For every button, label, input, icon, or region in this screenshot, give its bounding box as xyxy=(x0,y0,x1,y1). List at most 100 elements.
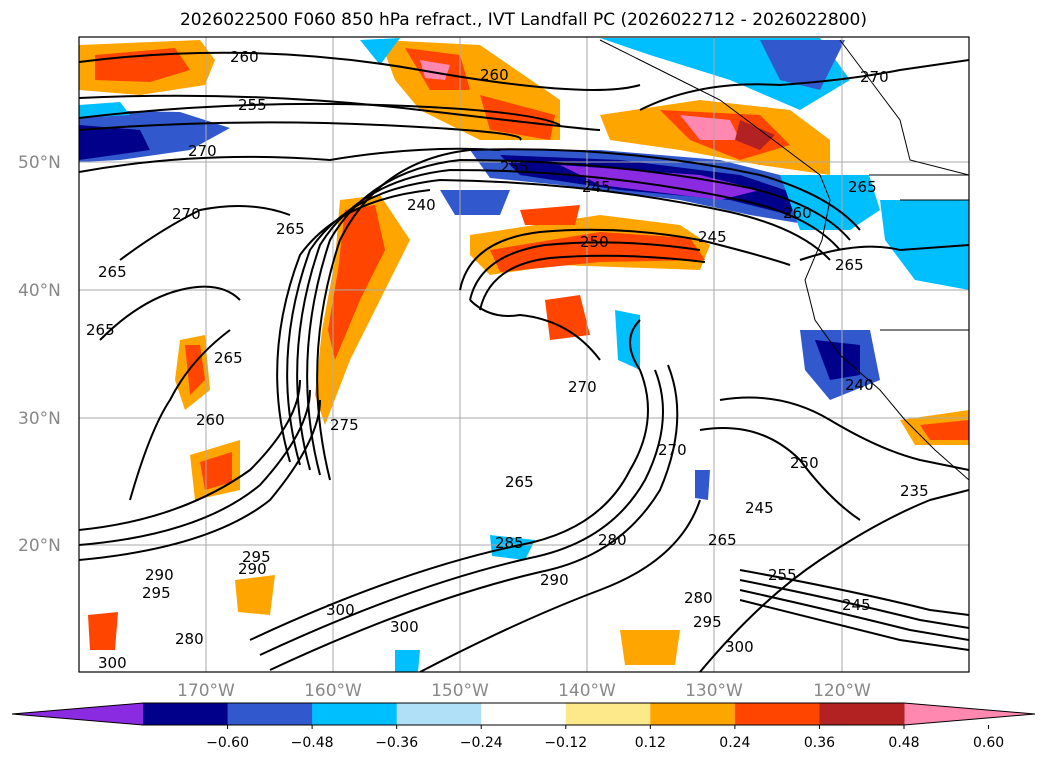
colorbar-tick-label: 0.36 xyxy=(804,735,835,751)
colorbar-tick-label: −0.24 xyxy=(460,735,503,751)
contour-label: 250 xyxy=(790,454,819,472)
lat-label: 30°N xyxy=(18,409,61,429)
contour-label: 280 xyxy=(684,589,713,607)
shade-patch xyxy=(615,310,640,370)
colorbar-segment xyxy=(227,703,313,725)
contour-label: 275 xyxy=(330,416,359,434)
lon-label: 130°W xyxy=(685,681,743,701)
contour-label: 245 xyxy=(842,596,871,614)
shade-patch xyxy=(560,165,760,200)
contour-label: 265 xyxy=(98,263,127,281)
contour-label: 265 xyxy=(708,531,737,549)
map-title: 2026022500 F060 850 hPa refract., IVT La… xyxy=(179,10,867,30)
lat-label: 50°N xyxy=(18,153,61,173)
lat-label: 20°N xyxy=(18,536,61,556)
colorbar-segment xyxy=(481,703,567,725)
shade-patch xyxy=(360,38,400,65)
contour-label: 250 xyxy=(580,233,609,251)
contour-label: 270 xyxy=(188,142,217,160)
lat-label: 40°N xyxy=(18,281,61,301)
shade-patch xyxy=(79,125,150,160)
colorbar-segment xyxy=(819,703,905,725)
shade-patch xyxy=(920,420,969,440)
contour-label: 260 xyxy=(480,66,509,84)
colorbar-outline xyxy=(11,702,1036,726)
colorbar-extend-high xyxy=(904,703,1035,725)
contour-label: 255 xyxy=(238,96,267,114)
colorbar-segment xyxy=(396,703,482,725)
contour-label: 265 xyxy=(214,349,243,367)
lon-axis-labels: 170°W 160°W 150°W 140°W 130°W 120°W xyxy=(177,681,871,701)
contour-label: 245 xyxy=(582,178,611,196)
contour-label: 265 xyxy=(86,321,115,339)
contour-label: 290 xyxy=(540,571,569,589)
colorbar-segment xyxy=(565,703,651,725)
contour-label: 270 xyxy=(568,378,597,396)
contour-label: 245 xyxy=(745,499,774,517)
contour-label: 265 xyxy=(505,473,534,491)
contour-label: 270 xyxy=(172,205,201,223)
shade-patch xyxy=(480,95,555,140)
shade-patch xyxy=(760,40,845,90)
shade-patch xyxy=(545,295,590,340)
colorbar-tick-label: −0.12 xyxy=(544,735,587,751)
shade-patch xyxy=(235,575,275,615)
shade-patch xyxy=(88,612,118,650)
colorbar-extend-low xyxy=(12,703,143,725)
contour-label: 295 xyxy=(142,584,171,602)
colorbar: −0.60 −0.48 −0.36 −0.24 −0.12 0.12 0.24 0.36 0.4… xyxy=(11,702,1036,751)
shade-patch xyxy=(200,452,232,490)
shade-patch xyxy=(520,205,580,225)
shade-patch xyxy=(680,115,740,140)
contour-label: 260 xyxy=(230,48,259,66)
contour-label: 270 xyxy=(658,441,687,459)
map-frame xyxy=(78,36,970,673)
colorbar-tick-label: 0.24 xyxy=(719,735,750,751)
contour-label: 280 xyxy=(175,630,204,648)
shade-patch xyxy=(395,650,420,672)
lat-axis-labels: 50°N 40°N 30°N 20°N xyxy=(18,153,61,556)
shade-patch xyxy=(695,470,710,500)
contour-label: 295 xyxy=(693,613,722,631)
contour-label: 265 xyxy=(835,256,864,274)
contour-label: 265 xyxy=(276,220,305,238)
contour-label-group: 260 255 270 260 270 265 240 255 245 250 … xyxy=(86,48,929,672)
lon-label: 140°W xyxy=(558,681,616,701)
colorbar-tick-label: 0.48 xyxy=(888,735,919,751)
shade-patch xyxy=(735,120,775,150)
colorbar-segment xyxy=(312,703,398,725)
contour-label: 300 xyxy=(98,654,127,672)
shade-patch xyxy=(95,48,190,82)
lon-label: 160°W xyxy=(304,681,362,701)
contour-label: 295 xyxy=(242,548,271,566)
contour-label: 255 xyxy=(768,566,797,584)
shade-patch xyxy=(620,630,680,665)
lon-label: 170°W xyxy=(177,681,235,701)
contour-label: 235 xyxy=(900,482,929,500)
contour-lines xyxy=(79,51,969,672)
colorbar-tick-label: −0.36 xyxy=(375,735,418,751)
lon-label: 150°W xyxy=(431,681,489,701)
shade-patch xyxy=(315,195,410,425)
contour-label: 270 xyxy=(860,68,889,86)
contour-label: 260 xyxy=(783,204,812,222)
contour-label: 285 xyxy=(495,534,524,552)
contour-label: 240 xyxy=(407,196,436,214)
shade-patch xyxy=(328,205,385,360)
graticule xyxy=(79,37,969,672)
contour-label: 245 xyxy=(698,228,727,246)
shade-patch xyxy=(420,60,450,80)
contour-label: 255 xyxy=(500,158,529,176)
shade-patch xyxy=(440,190,510,215)
colorbar-tick-label: 0.60 xyxy=(973,735,1004,751)
colorbar-segment xyxy=(734,703,820,725)
contour-label: 300 xyxy=(326,601,355,619)
contour-label: 280 xyxy=(598,531,627,549)
colorbar-segment xyxy=(143,703,229,725)
contour-label: 260 xyxy=(196,411,225,429)
contour-label: 290 xyxy=(145,566,174,584)
lon-label: 120°W xyxy=(813,681,871,701)
colorbar-segment xyxy=(650,703,736,725)
colorbar-tick-label: −0.48 xyxy=(291,735,334,751)
